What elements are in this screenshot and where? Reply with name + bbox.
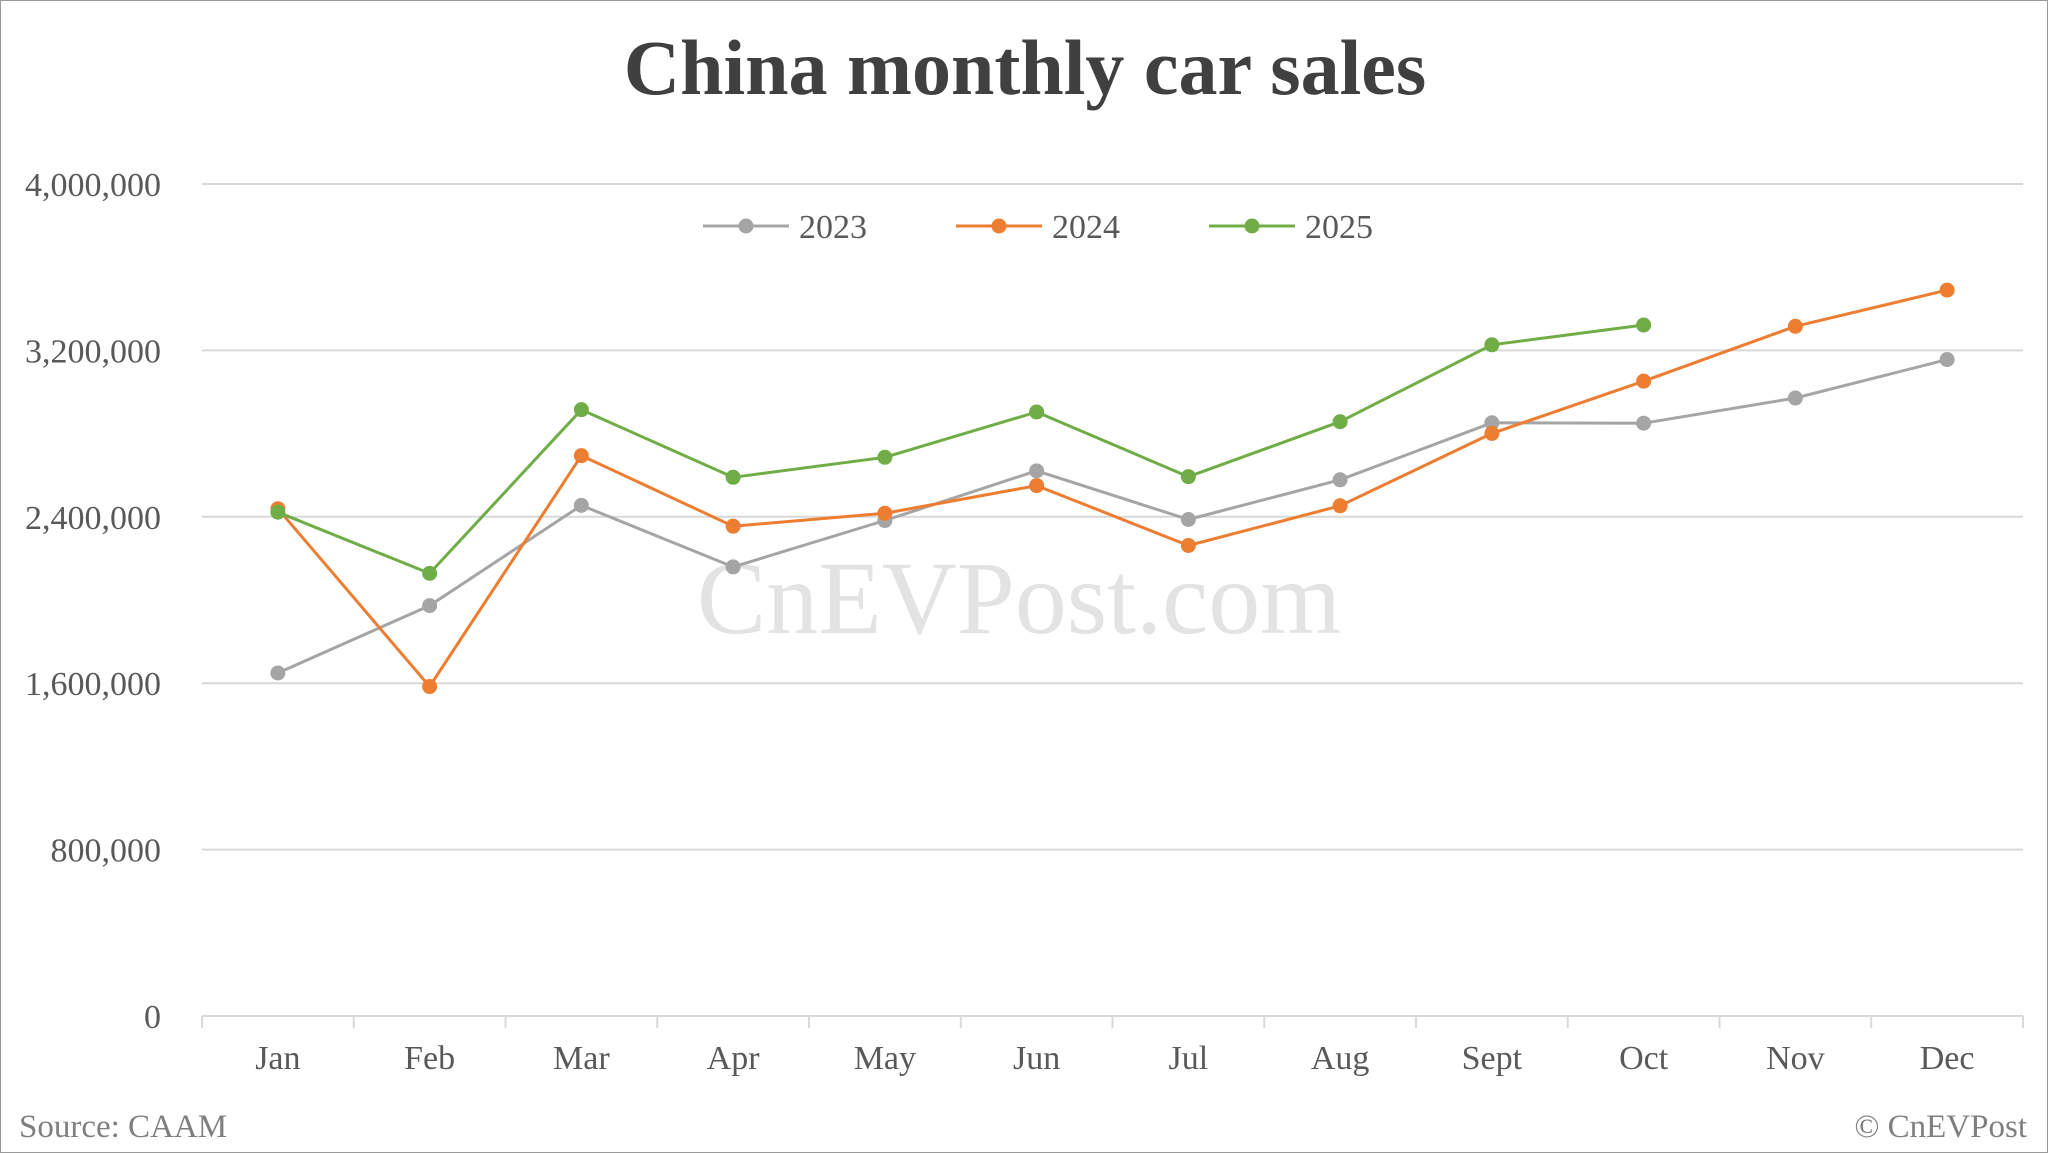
data-point (1636, 317, 1652, 333)
legend-label: 2023 (799, 209, 867, 246)
data-point (422, 598, 438, 614)
data-point (1636, 373, 1652, 389)
legend: 2023 2024 2025 (703, 209, 1373, 246)
legend-item-2024: 2024 (956, 209, 1120, 246)
data-point (1029, 404, 1045, 420)
x-tick-label: Oct (1619, 1040, 1669, 1077)
y-tick-label: 3,200,000 (25, 333, 161, 370)
y-tick-label: 1,600,000 (25, 666, 161, 703)
x-tick-label: Mar (553, 1040, 610, 1077)
data-point (1484, 337, 1500, 353)
series-line (276, 288, 1948, 688)
data-point (877, 449, 893, 465)
data-point (1029, 478, 1045, 494)
data-point (1332, 498, 1348, 514)
series-2023 (270, 352, 1955, 681)
data-point (422, 679, 438, 695)
legend-swatch-marker (738, 218, 754, 234)
series-line (277, 323, 1644, 575)
series-line (277, 358, 1948, 675)
y-tick-label: 800,000 (51, 833, 162, 870)
x-tick-label: Jun (1013, 1040, 1060, 1077)
x-tick-label: Aug (1311, 1040, 1370, 1077)
data-point (725, 518, 741, 534)
legend-swatch-marker (1244, 218, 1260, 234)
data-point (1180, 538, 1196, 554)
data-point (1484, 425, 1500, 441)
data-point (1180, 469, 1196, 485)
x-tick-label: Apr (707, 1040, 761, 1077)
data-point (270, 665, 286, 681)
x-tick-label: Sept (1462, 1040, 1523, 1077)
data-point (1180, 512, 1196, 528)
data-point (270, 504, 286, 520)
data-point (1029, 463, 1045, 479)
watermark-text: CnEVPost.com (697, 541, 1341, 656)
x-tick-label: May (854, 1040, 916, 1077)
legend-swatch-marker (991, 218, 1007, 234)
data-point (1787, 318, 1803, 334)
x-tick-label: Nov (1766, 1040, 1825, 1077)
x-tick-label: Dec (1920, 1040, 1975, 1077)
data-point (877, 505, 893, 521)
data-point (573, 497, 589, 513)
legend-label: 2025 (1305, 209, 1373, 246)
data-point (1332, 472, 1348, 488)
source-note: Source: CAAM (19, 1109, 227, 1145)
x-axis (201, 1015, 2024, 1028)
data-point (1787, 390, 1803, 406)
data-point (1939, 282, 1955, 298)
legend-item-2023: 2023 (703, 209, 867, 246)
x-tick-label: Jul (1169, 1040, 1209, 1077)
data-point (1484, 415, 1500, 431)
credit-note: © CnEVPost (1854, 1109, 2027, 1145)
y-axis-tick-labels: 0 800,000 1,600,000 2,400,000 3,200,000 4,000… (25, 167, 161, 1036)
x-axis-tick-labels: Jan Feb Mar Apr May Jun Jul Aug Sept Oct Nov Dec (255, 1040, 1974, 1077)
series-2024 (270, 282, 1955, 695)
data-point (725, 559, 741, 575)
legend-label: 2024 (1052, 209, 1120, 246)
y-tick-label: 2,400,000 (25, 500, 161, 537)
x-tick-label: Feb (404, 1040, 455, 1077)
y-tick-label: 0 (144, 999, 161, 1036)
data-point (573, 448, 589, 464)
chart-title: China monthly car sales (624, 24, 1426, 111)
data-point (725, 469, 741, 485)
data-point (1636, 415, 1652, 431)
data-point (573, 402, 589, 418)
x-tick-label: Jan (255, 1040, 300, 1077)
series-lines (270, 282, 1955, 695)
legend-item-2025: 2025 (1209, 209, 1373, 246)
y-tick-label: 4,000,000 (25, 167, 161, 204)
series-2025 (270, 317, 1652, 581)
data-point (422, 565, 438, 581)
data-point (1939, 352, 1955, 368)
data-point (1332, 414, 1348, 430)
